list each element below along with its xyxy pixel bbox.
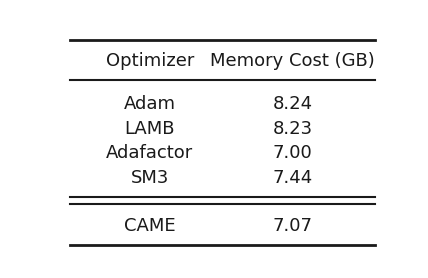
Text: 7.44: 7.44	[272, 169, 312, 187]
Text: SM3: SM3	[131, 169, 169, 187]
Text: LAMB: LAMB	[125, 120, 175, 138]
Text: 7.00: 7.00	[273, 144, 312, 162]
Text: 8.24: 8.24	[272, 95, 312, 113]
Text: 7.07: 7.07	[272, 217, 312, 235]
Text: CAME: CAME	[124, 217, 175, 235]
Text: Adam: Adam	[124, 95, 175, 113]
Text: Optimizer: Optimizer	[106, 52, 194, 70]
Text: 8.23: 8.23	[272, 120, 312, 138]
Text: Memory Cost (GB): Memory Cost (GB)	[210, 52, 374, 70]
Text: Adafactor: Adafactor	[106, 144, 193, 162]
